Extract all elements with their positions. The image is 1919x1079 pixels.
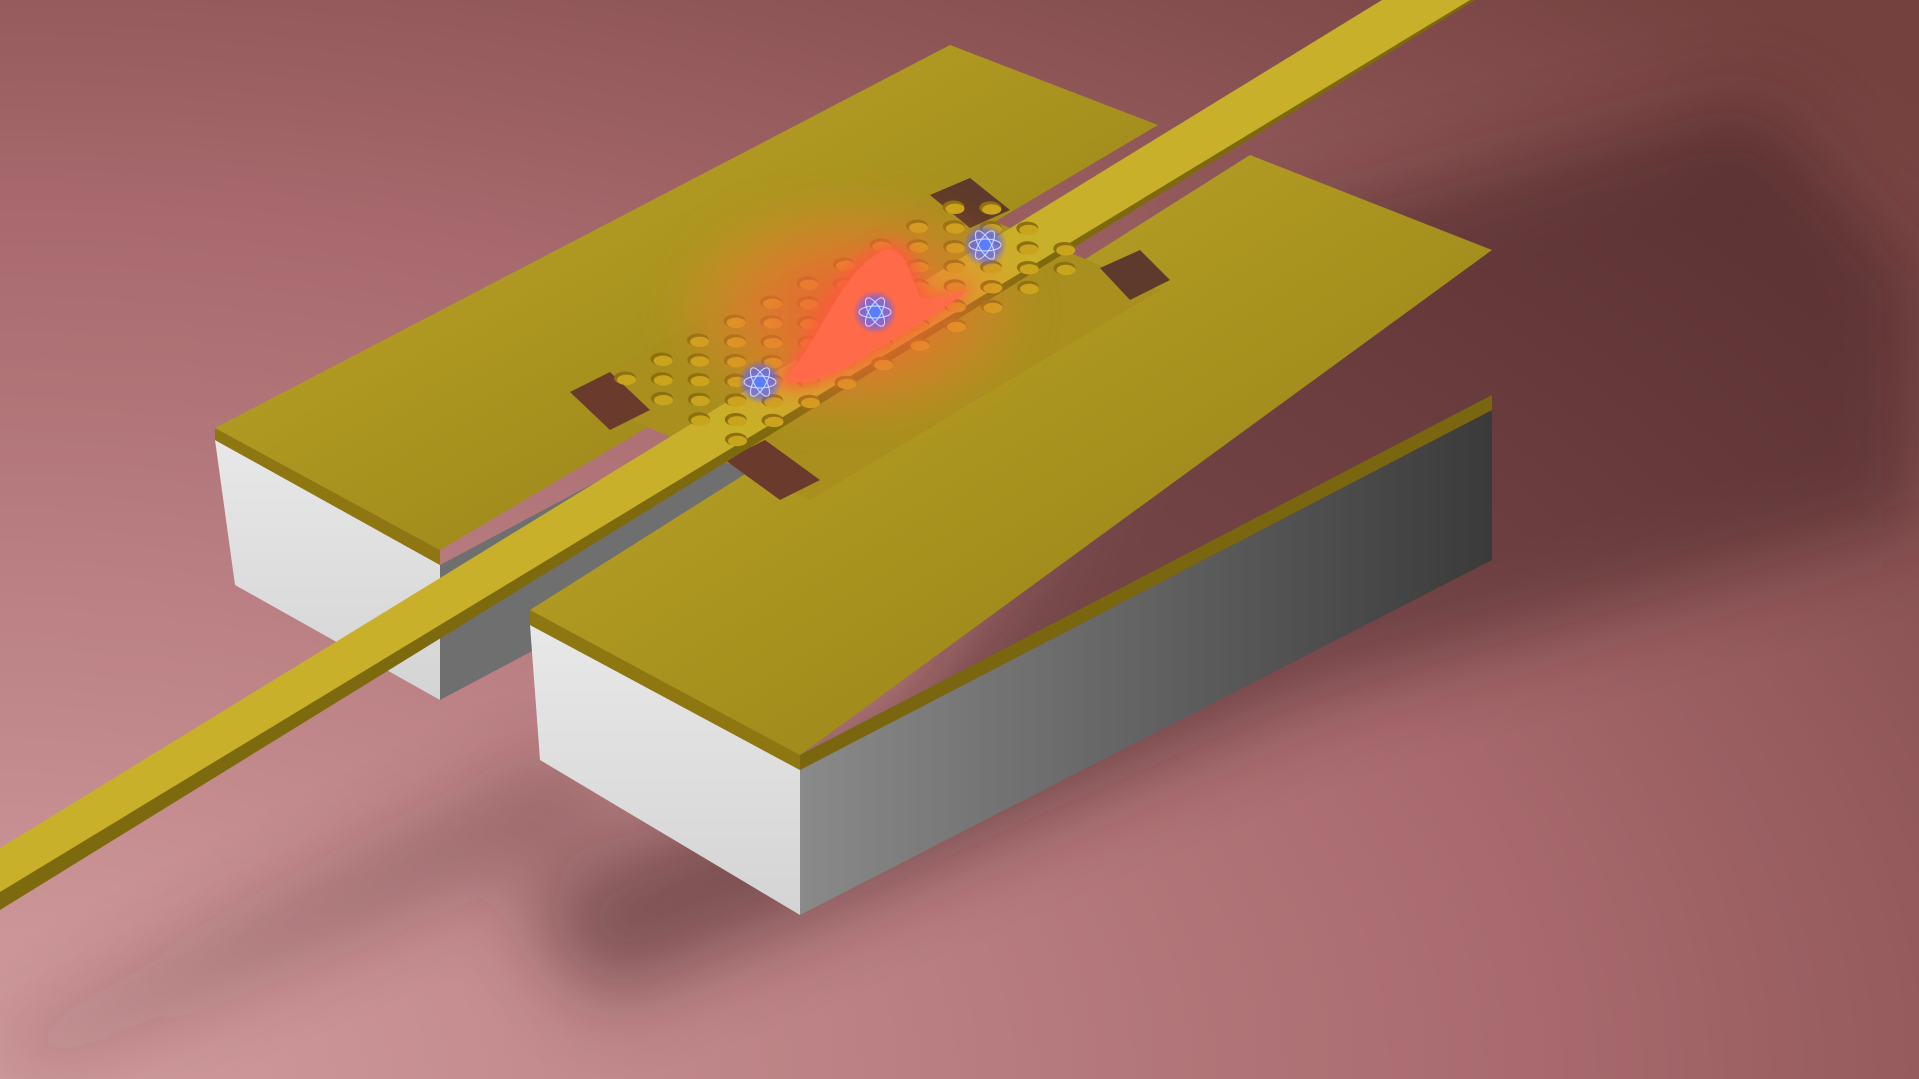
crystal-hole [650, 352, 673, 366]
waveguide-edge [0, 0, 1475, 910]
crystal-hole [1016, 241, 1039, 255]
left-block-gold-edge [215, 428, 440, 565]
atom-icon [738, 360, 782, 404]
crystal-hole [724, 413, 747, 427]
right-block [530, 155, 1492, 915]
notch-right-1 [930, 178, 1010, 228]
crystal-hole [1053, 261, 1076, 276]
atom-icon [963, 223, 1007, 267]
emitters [738, 223, 1007, 404]
crystal-hole [688, 412, 710, 426]
crystal-hole [687, 392, 710, 407]
crystal-hole [650, 372, 673, 386]
right-block-front-face [530, 625, 800, 915]
crystal-hole [725, 432, 747, 447]
crystal-hole [1016, 221, 1039, 236]
notch-left-2 [725, 440, 820, 500]
right-block-gold-edge-side [800, 395, 1492, 770]
right-block-gold-edge [530, 610, 800, 770]
atom-icon [853, 290, 897, 334]
notch-right-2 [1100, 250, 1170, 300]
notch-left-1 [570, 372, 650, 430]
right-block-gold-top [530, 155, 1492, 755]
right-block-side-face [800, 410, 1492, 915]
crystal-hole [651, 391, 673, 406]
crystal-hole [979, 201, 1002, 215]
crystal-hole [614, 371, 636, 385]
crystal-hole [1053, 242, 1076, 256]
